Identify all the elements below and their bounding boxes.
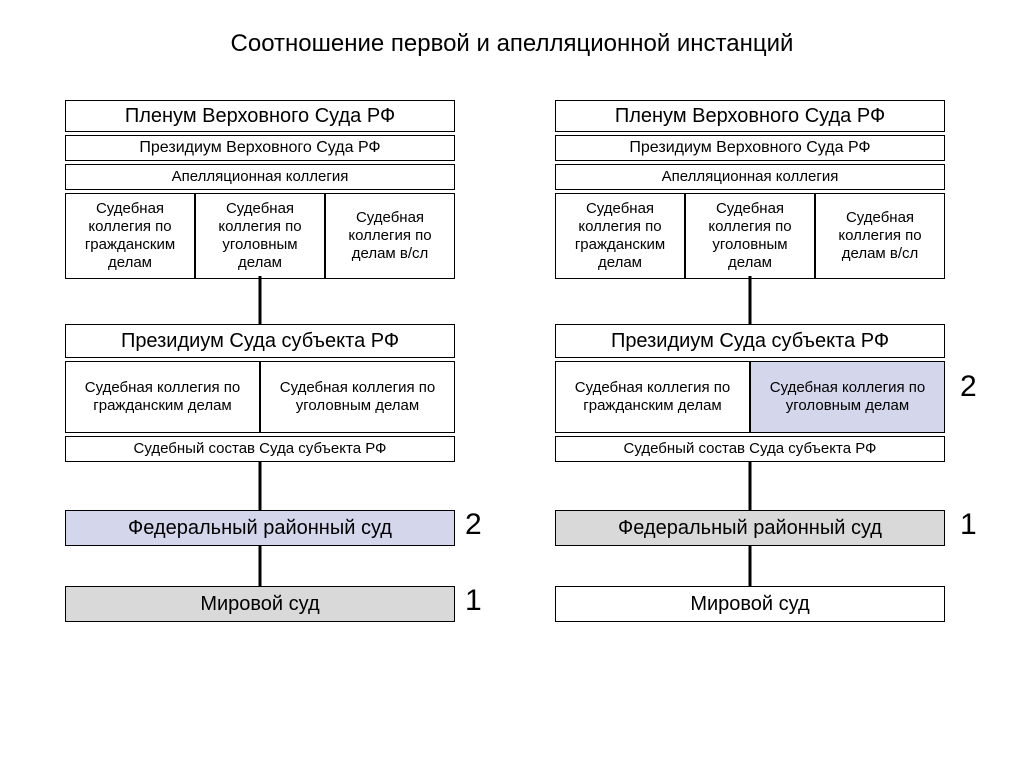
subject-composition-box: Судебный состав Суда субъекта РФ — [65, 436, 455, 462]
presidium-subject-box: Президиум Суда субъекта РФ — [65, 324, 455, 358]
justice-block-left: Мировой суд — [65, 586, 455, 622]
coll-criminal-box: Судебная коллегия по уголовным делам — [195, 193, 325, 279]
connector-1-right — [749, 276, 752, 324]
subject-collegia-row: Судебная коллегия по гражданским делам С… — [555, 361, 945, 433]
supreme-block-right: Пленум Верховного Суда РФ Президиум Верх… — [555, 100, 945, 279]
number-1-right: 1 — [960, 508, 977, 542]
justice-court-box: Мировой суд — [555, 586, 945, 622]
connector-3-left — [259, 546, 262, 586]
district-court-box: Федеральный районный суд — [65, 510, 455, 546]
supreme-block-left: Пленум Верховного Суда РФ Президиум Верх… — [65, 100, 455, 279]
presidium-subject-box: Президиум Суда субъекта РФ — [555, 324, 945, 358]
subject-coll-civil-box: Судебная коллегия по гражданским делам — [65, 361, 260, 433]
connector-3-right — [749, 546, 752, 586]
subject-coll-criminal-box-highlight: Судебная коллегия по уголовным делам — [750, 361, 945, 433]
number-2-left: 2 — [465, 508, 482, 542]
plenum-box: Пленум Верховного Суда РФ — [555, 100, 945, 132]
coll-military-box: Судебная коллегия по делам в/сл — [325, 193, 455, 279]
appeal-collegium-box: Апелляционная коллегия — [65, 164, 455, 190]
appeal-collegium-box: Апелляционная коллегия — [555, 164, 945, 190]
presidium-supreme-box: Президиум Верховного Суда РФ — [555, 135, 945, 161]
number-2-right: 2 — [960, 370, 977, 404]
district-court-box: Федеральный районный суд — [555, 510, 945, 546]
coll-criminal-box: Судебная коллегия по уголовным делам — [685, 193, 815, 279]
subject-collegia-row: Судебная коллегия по гражданским делам С… — [65, 361, 455, 433]
subject-block-right: Президиум Суда субъекта РФ Судебная колл… — [555, 324, 945, 462]
connector-2-right — [749, 462, 752, 510]
plenum-box: Пленум Верховного Суда РФ — [65, 100, 455, 132]
supreme-collegia-row: Судебная коллегия по гражданским делам С… — [555, 193, 945, 279]
connector-2-left — [259, 462, 262, 510]
page-title: Соотношение первой и апелляционной инста… — [0, 30, 1024, 58]
district-block-right: Федеральный районный суд — [555, 510, 945, 546]
district-block-left: Федеральный районный суд — [65, 510, 455, 546]
subject-block-left: Президиум Суда субъекта РФ Судебная колл… — [65, 324, 455, 462]
supreme-collegia-row: Судебная коллегия по гражданским делам С… — [65, 193, 455, 279]
justice-court-box: Мировой суд — [65, 586, 455, 622]
number-1-left: 1 — [465, 584, 482, 618]
subject-coll-criminal-box: Судебная коллегия по уголовным делам — [260, 361, 455, 433]
presidium-supreme-box: Президиум Верховного Суда РФ — [65, 135, 455, 161]
subject-coll-civil-box: Судебная коллегия по гражданским делам — [555, 361, 750, 433]
subject-composition-box: Судебный состав Суда субъекта РФ — [555, 436, 945, 462]
connector-1-left — [259, 276, 262, 324]
coll-civil-box: Судебная коллегия по гражданским делам — [555, 193, 685, 279]
coll-civil-box: Судебная коллегия по гражданским делам — [65, 193, 195, 279]
justice-block-right: Мировой суд — [555, 586, 945, 622]
coll-military-box: Судебная коллегия по делам в/сл — [815, 193, 945, 279]
